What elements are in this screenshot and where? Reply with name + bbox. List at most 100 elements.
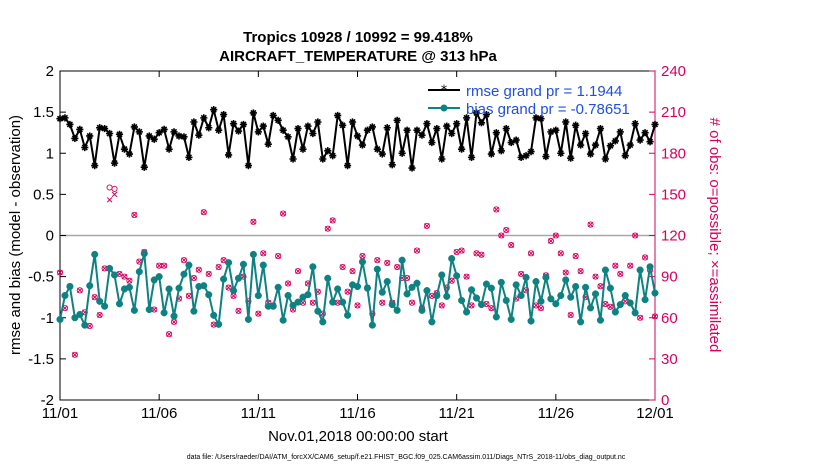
obs-assimilated-marker [285,280,291,287]
obs-assimilated-marker [448,277,455,284]
rmse-point [125,150,134,158]
obs-assimilated-marker [498,232,505,239]
chart-title-line2: AIRCRAFT_TEMPERATURE @ 313 hPa [219,48,497,65]
x-tick-label: 11/11 [241,405,276,422]
bias-point [487,284,495,292]
obs-assimilated-marker [121,273,128,280]
bias-point [61,291,69,300]
bias-point [91,250,99,258]
bias-point [413,279,421,287]
x-tick-label: 11/26 [538,405,574,422]
bias-point [557,291,565,300]
obs-assimilated-marker [384,260,391,266]
rmse-point [403,126,411,134]
bias-point [279,316,287,324]
rmse-point [76,125,84,133]
bias-point [641,296,649,304]
bias-point [86,282,94,290]
bias-point [210,311,218,319]
bias-point [463,308,471,316]
rmse-point [368,123,376,131]
obs-assimilated-marker [250,219,257,225]
bias-point [319,318,327,326]
obs-assimilated-marker [196,267,202,273]
x-axis-ticks: 11/01 11/06 11/11 11/16 11/21 11/26 12/01 [42,71,674,422]
obs-assimilated-marker [478,251,485,258]
obs-possible-marker [557,250,564,257]
obs-possible-marker [56,269,64,276]
rmse-point [329,152,337,160]
rmse-point [96,124,104,132]
x-tick-label: 11/16 [339,405,375,422]
y2-tick-label: 60 [661,310,678,327]
obs-possible-marker [126,277,133,284]
obs-assimilated-marker [627,262,633,269]
obs-possible-marker [498,232,505,239]
bias-point [358,258,367,266]
legend-bias-marker [440,104,448,112]
y2-tick-label: 120 [661,228,686,245]
obs-assimilated-marker [171,319,177,325]
obs-possible-marker [354,302,361,309]
rmse-point [244,161,253,170]
obs-possible-marker [215,263,222,271]
bias-point [110,271,119,279]
rmse-point [557,149,565,157]
rmse-point [339,121,347,129]
rmse-point [115,130,124,138]
rmse-point [200,114,208,122]
bias-point [249,250,257,258]
bias-point [586,304,595,312]
bias-point [517,291,525,300]
bias-point [537,297,545,305]
rmse-point [487,150,495,158]
rmse-point [448,129,456,138]
obs-assimilated-marker [602,301,609,307]
y2-tick-label: 180 [661,145,686,162]
obs-possible-marker [131,211,138,218]
obs-assimilated-marker [528,250,534,257]
obs-assimilated-marker [215,264,222,270]
obs-assimilated-marker [161,262,167,269]
rmse-point [641,129,649,137]
bias-point [339,298,347,306]
rmse-point [319,155,327,163]
bias-point [438,271,446,279]
rmse-point [259,122,267,130]
bias-point [71,314,79,322]
obs-possible-marker [384,259,391,266]
rmse-point [195,131,203,139]
obs-assimilated-marker [587,221,594,228]
y-tick-label: 1 [46,145,54,162]
rmse-point [215,126,223,134]
bias-point [56,315,64,323]
bias-point [373,265,381,273]
obs-possible-marker [255,310,262,317]
bias-point [596,316,605,324]
rmse-point [586,150,595,158]
obs-possible-marker [651,313,659,320]
obs-possible-marker [592,273,599,280]
obs-possible-marker [205,270,212,277]
obs-assimilated-marker [553,232,559,239]
rmse-point [423,120,431,128]
bias-point [398,256,406,264]
rmse-point [606,142,614,150]
bias-point [492,313,500,321]
obs-assimilated-marker [468,302,475,309]
obs-assimilated-marker [201,209,207,215]
y-tick-label: -1 [41,310,54,327]
bias-point [636,266,644,274]
bias-point [234,274,243,282]
obs-assimilated-marker [225,284,232,291]
bias-point [229,287,238,295]
bias-point [467,286,476,294]
y2-tick-label: 30 [661,351,678,368]
obs-assimilated-marker [181,257,187,263]
bias-point [562,276,570,284]
rmse-point [443,122,451,130]
obs-possible-marker [339,263,346,271]
obs-possible-marker [577,268,584,275]
bias-point [631,309,639,317]
y-tick-label: 1.5 [33,104,54,121]
